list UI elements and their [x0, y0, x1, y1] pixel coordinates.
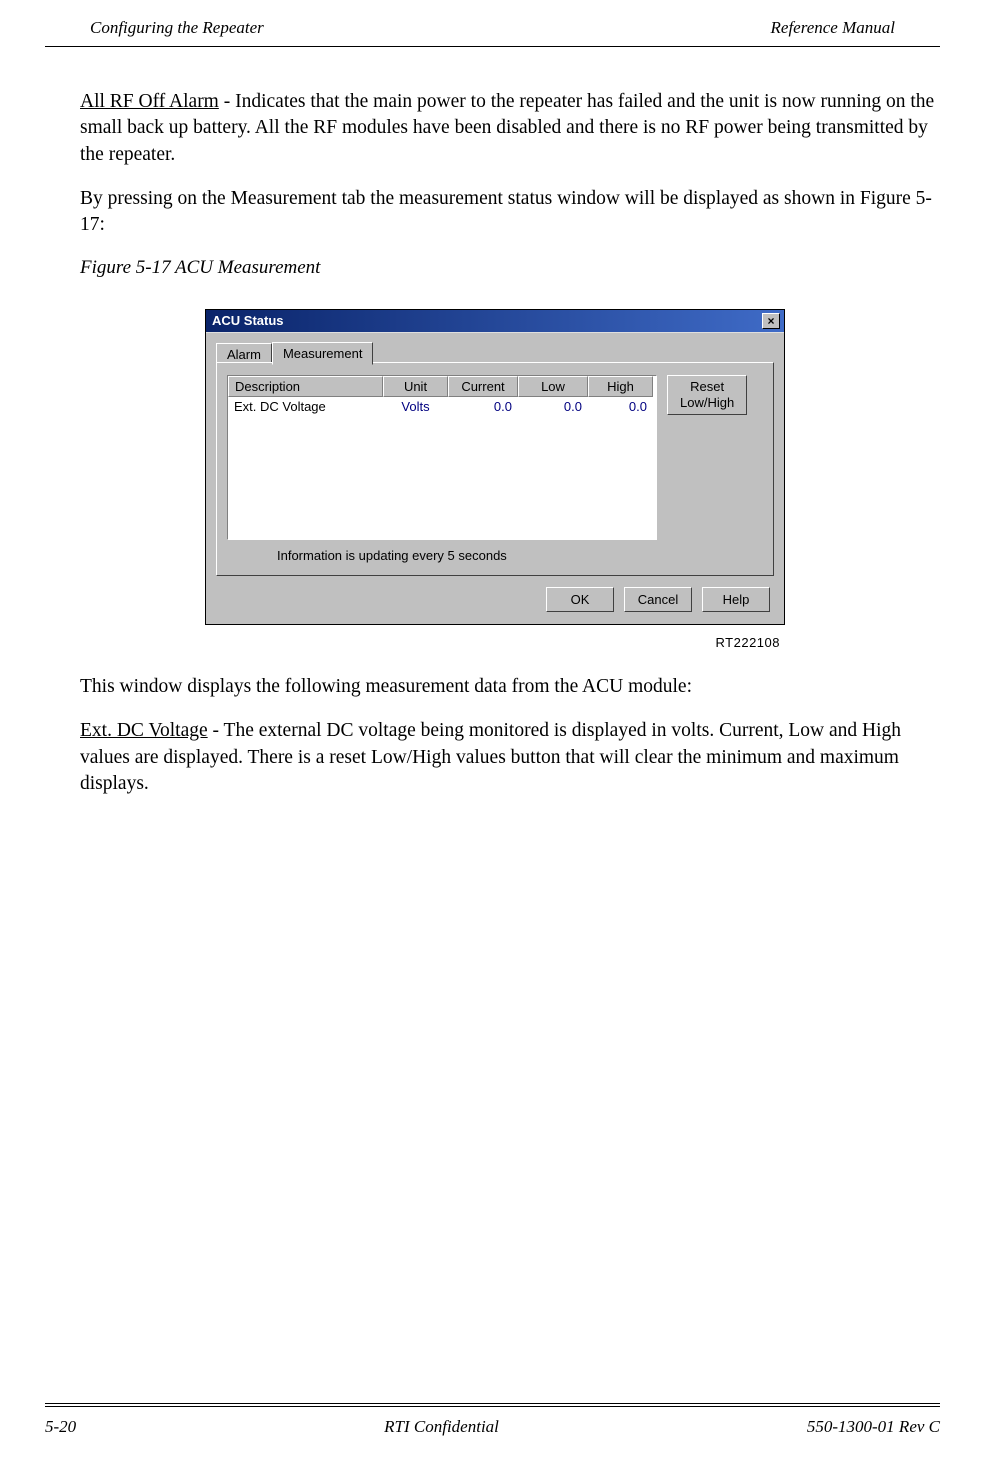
tab-measurement[interactable]: Measurement [272, 342, 373, 365]
table-row[interactable]: Ext. DC Voltage Volts 0.0 0.0 0.0 [228, 397, 656, 416]
close-icon[interactable]: × [762, 313, 780, 329]
cell-description: Ext. DC Voltage [228, 397, 383, 416]
cell-unit: Volts [383, 397, 448, 416]
table-header: Description Unit Current Low High [228, 376, 656, 397]
figure-caption: Figure 5-17 ACU Measurement [80, 257, 935, 279]
footer-center: RTI Confidential [384, 1417, 499, 1437]
dialog-titlebar: ACU Status × [206, 310, 784, 332]
footer-doc-rev: 550-1300-01 Rev C [807, 1417, 940, 1437]
page-body: All RF Off Alarm - Indicates that the ma… [0, 89, 985, 797]
measurement-table: Description Unit Current Low High Ext. D… [227, 375, 657, 540]
footer-page-number: 5-20 [45, 1417, 76, 1437]
page-header: Configuring the Repeater Reference Manua… [45, 0, 940, 47]
col-low[interactable]: Low [518, 376, 588, 397]
cell-high: 0.0 [588, 397, 653, 416]
dialog-body: AlarmMeasurement Description Unit Curren… [206, 332, 784, 625]
term-ext-dc-voltage: Ext. DC Voltage [80, 720, 208, 741]
tab-panel-measurement: Description Unit Current Low High Ext. D… [216, 362, 774, 576]
figure-id: RT222108 [80, 635, 935, 650]
info-updating-text: Information is updating every 5 seconds [277, 548, 763, 563]
cell-low: 0.0 [518, 397, 588, 416]
col-current[interactable]: Current [448, 376, 518, 397]
header-left: Configuring the Repeater [90, 18, 264, 38]
page-footer: 5-20 RTI Confidential 550-1300-01 Rev C [0, 1403, 985, 1465]
header-right: Reference Manual [771, 18, 895, 38]
dialog-button-row: OK Cancel Help [216, 577, 774, 613]
figure-wrap: ACU Status × AlarmMeasurement Descriptio… [80, 309, 935, 626]
col-unit[interactable]: Unit [383, 376, 448, 397]
dialog-title: ACU Status [212, 313, 284, 328]
paragraph-window-displays: This window displays the following measu… [80, 674, 935, 700]
paragraph-all-rf-off: All RF Off Alarm - Indicates that the ma… [80, 89, 935, 168]
paragraph-ext-dc-voltage: Ext. DC Voltage - The external DC voltag… [80, 718, 935, 797]
acu-status-dialog: ACU Status × AlarmMeasurement Descriptio… [205, 309, 785, 626]
help-button[interactable]: Help [702, 587, 770, 613]
tab-bar: AlarmMeasurement [216, 341, 774, 363]
paragraph-measurement-tab: By pressing on the Measurement tab the m… [80, 186, 935, 239]
col-high[interactable]: High [588, 376, 653, 397]
reset-low-high-button[interactable]: Reset Low/High [667, 375, 747, 415]
col-description[interactable]: Description [228, 376, 383, 397]
ok-button[interactable]: OK [546, 587, 614, 613]
cancel-button[interactable]: Cancel [624, 587, 692, 613]
cell-current: 0.0 [448, 397, 518, 416]
term-all-rf-off-alarm: All RF Off Alarm [80, 91, 219, 112]
